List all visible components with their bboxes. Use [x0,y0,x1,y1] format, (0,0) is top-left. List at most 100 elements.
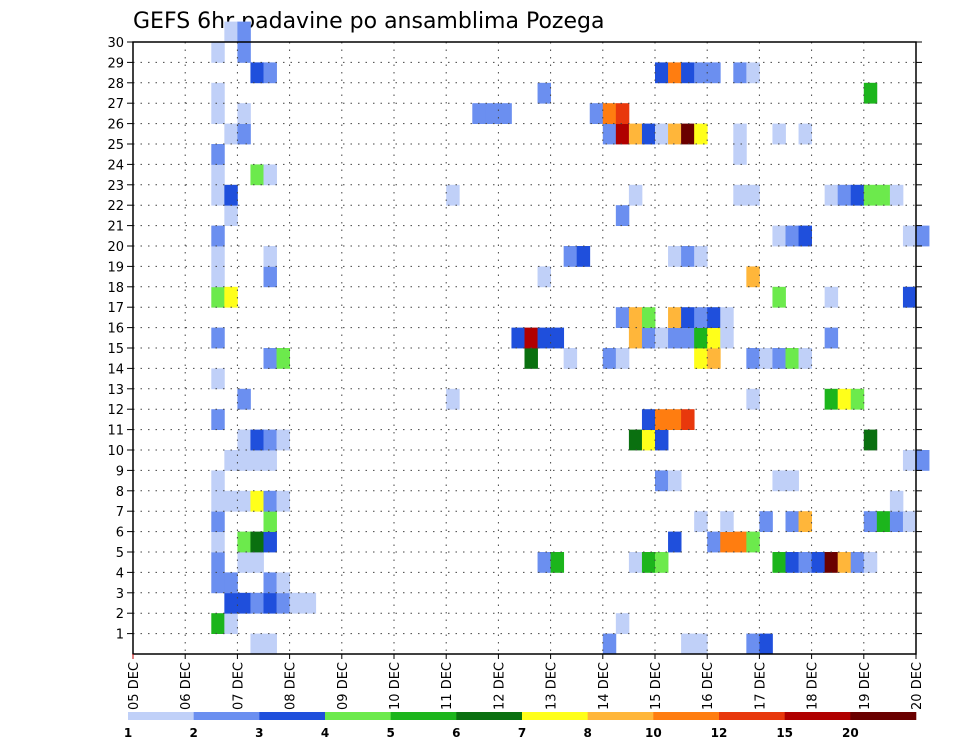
heatmap-cell [720,307,734,328]
heatmap-cell [916,450,930,471]
x-tick-label: 06 DEC [179,662,194,710]
heatmap-cell [707,531,721,553]
legend-label: 7 [518,726,526,740]
heatmap-cell [641,327,656,349]
heatmap-cell [615,103,630,124]
heatmap-cell [250,164,264,186]
heatmap-cell [655,62,669,84]
heatmap-cell [485,103,499,124]
y-tick-label: 16 [107,322,124,337]
heatmap-cell [211,225,225,247]
heatmap-cell [224,21,238,43]
heatmap-cell [902,511,917,532]
heatmap-cell [785,511,799,532]
heatmap-cell [628,552,643,573]
heatmap-cell [276,490,290,512]
heatmap-cell [211,286,225,308]
heatmap-cell [224,286,238,308]
heatmap-cell [211,266,225,288]
heatmap-cell [668,409,682,430]
heatmap-cell [655,409,669,430]
heatmap-cell [524,348,538,369]
heatmap-cell [446,184,460,206]
heatmap-cell [250,552,264,573]
heatmap-cell [655,429,669,451]
color-legend: 1 2 3 4 5 6 7 8 10 12 15 20 [124,712,917,740]
heatmap-cell [798,348,812,369]
heatmap-cell [824,552,839,573]
y-tick-label: 7 [116,505,124,520]
heatmap-cell [211,144,225,165]
legend-label: 4 [321,726,329,740]
heatmap-cell [655,327,669,349]
heatmap-cell [889,490,904,512]
heatmap-cell [746,531,760,553]
heatmap-cell [694,633,708,655]
legend-label: 2 [189,726,197,740]
heatmap-cell [720,327,734,349]
heatmap-cells [211,21,930,655]
heatmap-cell [211,368,225,390]
heatmap-cell [276,429,290,451]
heatmap-cell [224,490,238,512]
heatmap-cell [263,531,277,553]
heatmap-cell [694,511,708,532]
x-tick-label: 19 DEC [858,662,873,710]
legend-swatch [784,712,851,720]
heatmap-cell [746,62,760,84]
x-tick-label: 11 DEC [440,662,455,710]
heatmap-cell [733,184,747,206]
y-tick-label: 21 [107,220,124,235]
y-tick-label: 11 [107,424,124,439]
heatmap-cell [263,450,277,471]
heatmap-cell [524,327,538,349]
heatmap-cell [824,184,839,206]
heatmap-cell [211,511,225,532]
heatmap-cell [224,613,238,634]
x-tick-label: 10 DEC [388,662,403,710]
y-tick-label: 14 [107,362,124,377]
legend-label: 6 [452,726,460,740]
heatmap-cell [811,552,826,573]
heatmap-cell [681,307,695,328]
legend-swatch [850,712,917,720]
heatmap-cell [772,225,786,247]
heatmap-cell [733,531,747,553]
heatmap-cell [250,531,264,553]
x-tick-label: 20 DEC [910,662,925,710]
heatmap-cell [785,225,799,247]
heatmap-cell [250,490,264,512]
heatmap-cell [263,266,277,288]
legend-label: 8 [583,726,591,740]
heatmap-cell [263,62,277,84]
heatmap-cell [537,327,551,349]
heatmap-cell [694,62,708,84]
heatmap-cell [916,225,930,247]
legend-swatch [325,712,391,720]
y-tick-label: 29 [107,56,124,71]
heatmap-cell [602,123,617,145]
heatmap-cell [772,470,786,492]
heatmap-cell [498,103,512,124]
heatmap-cell [641,429,656,451]
heatmap-cell [824,388,839,410]
heatmap-cell [798,552,812,573]
heatmap-cell [276,572,290,594]
heatmap-cell [628,184,643,206]
y-tick-label: 24 [107,158,124,173]
y-tick-label: 8 [116,485,124,500]
heatmap-cell [602,633,617,655]
heatmap-cell [550,552,565,573]
heatmap-cell [681,409,695,430]
heatmap-cell [655,552,669,573]
x-tick-label: 16 DEC [701,662,716,710]
heatmap-cell [224,450,238,471]
heatmap-cell [863,511,878,532]
heatmap-cell [263,511,277,532]
heatmap-cell [263,164,277,186]
heatmap-cell [628,429,643,451]
heatmap-cell [772,552,786,573]
heatmap-cell [902,286,917,308]
heatmap-cell [889,184,904,206]
heatmap-cell [211,409,225,430]
